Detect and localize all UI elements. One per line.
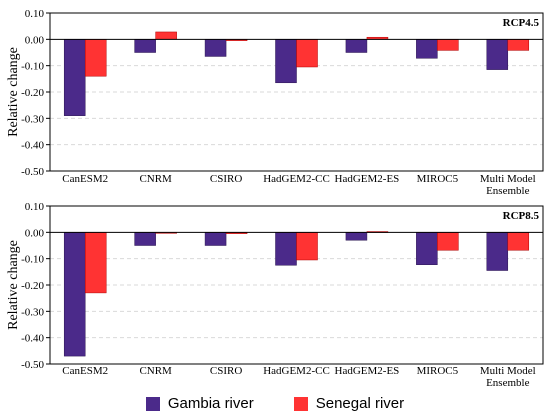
bar-gambia [204, 39, 227, 57]
bar-senegal [507, 39, 530, 51]
panel-1-annotation: RCP4.5 [503, 17, 540, 29]
legend-item-gambia: Gambia river [145, 395, 254, 412]
y-tick-label: -0.50 [21, 359, 44, 371]
y-tick-label: -0.50 [21, 166, 44, 178]
x-tick-label: Multi Model [480, 365, 536, 377]
x-tick-label: MIROC5 [417, 365, 459, 377]
bar-gambia [204, 232, 227, 246]
x-tick-label: Ensemble [486, 377, 529, 389]
y-tick-label: 0.00 [25, 227, 45, 239]
bar-gambia [63, 39, 86, 116]
bar-senegal [296, 39, 318, 68]
bar-senegal [84, 232, 107, 294]
legend-item-senegal: Senegal river [293, 395, 405, 412]
x-tick-label: CanESM2 [62, 365, 108, 377]
y-tick-label: -0.20 [21, 280, 44, 292]
x-tick-label: MIROC5 [417, 173, 459, 185]
x-tick-label: CNRM [139, 173, 172, 185]
bar-gambia [416, 39, 438, 59]
y-tick-label: -0.30 [21, 113, 44, 125]
bar-gambia [345, 232, 368, 241]
y-axis-label: Relative change [6, 240, 21, 330]
x-tick-label: HadGEM2-ES [335, 173, 400, 185]
y-tick-label: -0.40 [21, 333, 44, 345]
panel-1-chart: 0.10 0.00 -0.10 -0.20 -0.30 -0.40 -0.50 Relativ… [6, 8, 544, 197]
bar-gambia [275, 232, 297, 266]
bar-gambia [486, 39, 509, 70]
x-tick-label: HadGEM2-CC [263, 365, 330, 377]
bar-gambia [63, 232, 86, 357]
x-tick-label: CNRM [139, 365, 172, 377]
legend-label-senegal: Senegal river [315, 395, 405, 412]
legend-swatch-senegal [293, 396, 308, 411]
y-tick-label: 0.00 [25, 34, 45, 46]
x-tick-label: HadGEM2-ES [335, 365, 400, 377]
x-tick-label: CSIRO [210, 173, 242, 185]
bar-senegal [155, 31, 177, 40]
bar-gambia [134, 232, 156, 246]
bar-gambia [486, 232, 509, 271]
y-axis-label: Relative change [6, 47, 21, 137]
bar-gambia [275, 39, 297, 84]
bar-gambia [416, 232, 438, 265]
x-tick-label: CSIRO [210, 365, 242, 377]
y-tick-label: -0.40 [21, 140, 44, 152]
bar-senegal [507, 232, 530, 251]
bar-senegal [84, 39, 107, 77]
bar-senegal [296, 232, 318, 261]
panel-2-chart: 0.10 0.00 -0.10 -0.20 -0.30 -0.40 -0.50 Relativ… [6, 201, 544, 389]
y-tick-label: -0.30 [21, 306, 44, 318]
y-tick-label: -0.10 [21, 254, 44, 266]
y-tick-label: 0.10 [25, 8, 45, 20]
x-tick-label: Ensemble [486, 185, 529, 197]
y-tick-label: 0.10 [25, 201, 45, 213]
x-tick-label: CanESM2 [62, 173, 108, 185]
legend-swatch-gambia [145, 396, 160, 411]
bar-senegal [437, 39, 459, 51]
legend: Gambia river Senegal river [0, 390, 550, 417]
bar-gambia [134, 39, 156, 53]
x-tick-label: Multi Model [480, 173, 536, 185]
bar-senegal [437, 232, 459, 251]
legend-label-gambia: Gambia river [167, 395, 254, 412]
panel-2-annotation: RCP8.5 [503, 210, 540, 222]
y-tick-label: -0.10 [21, 61, 44, 73]
bar-gambia [345, 39, 368, 53]
y-tick-label: -0.20 [21, 87, 44, 99]
x-tick-label: HadGEM2-CC [263, 173, 330, 185]
